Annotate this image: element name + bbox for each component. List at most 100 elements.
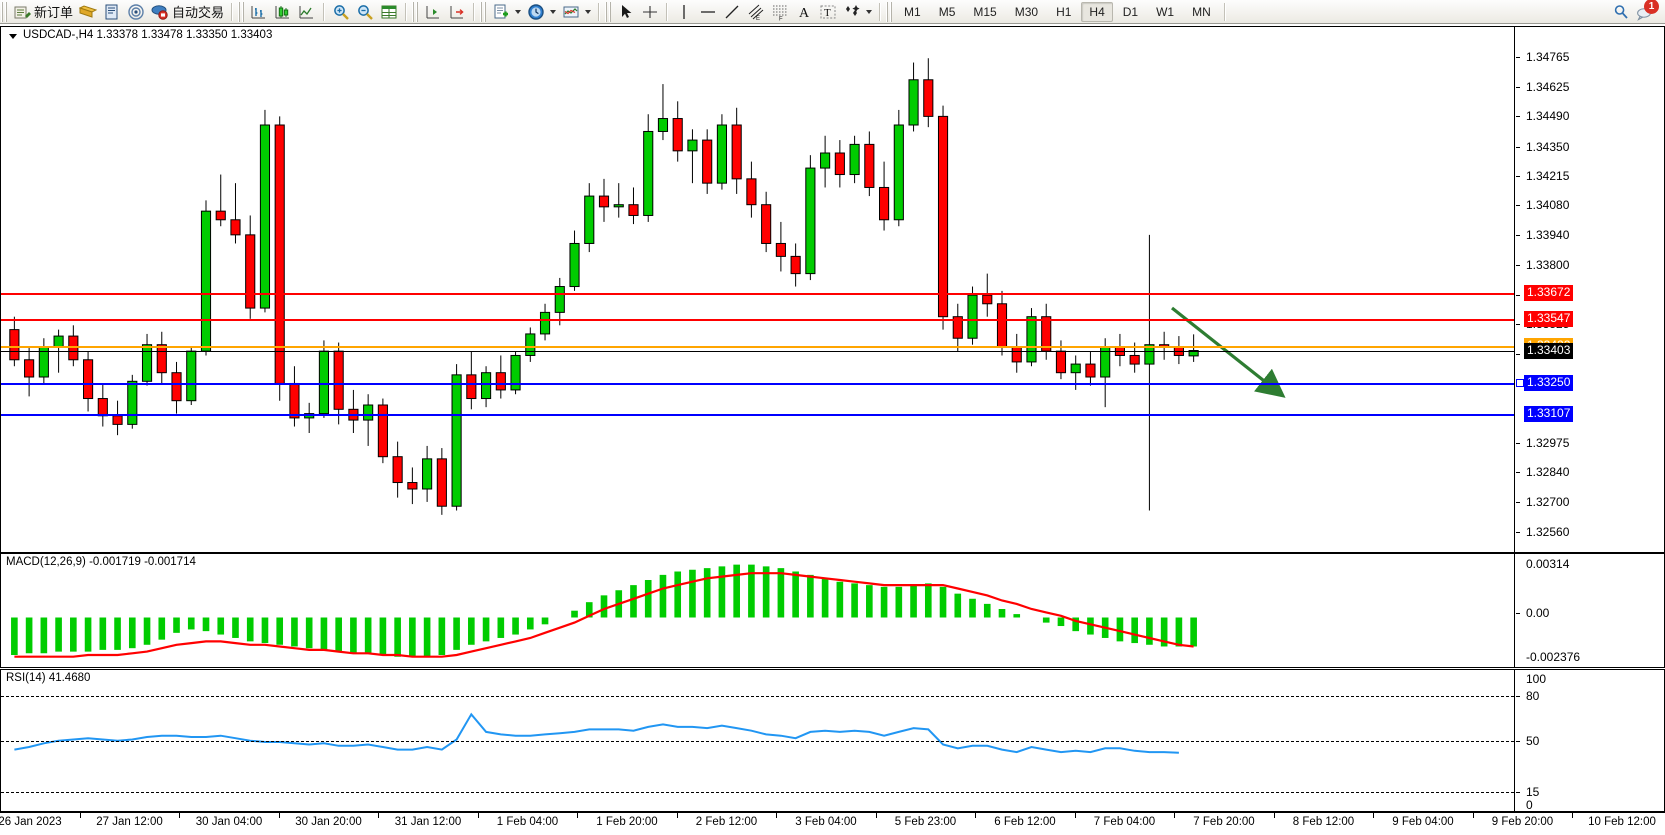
price-chart-panel[interactable]: USDCAD-,H4 1.33378 1.33478 1.33350 1.334… [0, 26, 1665, 553]
level-line-current-price[interactable] [1, 350, 1517, 352]
chart-menu-caret-icon[interactable] [9, 34, 17, 39]
toolbar-grip-2[interactable] [238, 1, 246, 22]
rsi-level-50 [1, 741, 1514, 742]
level-line-resistance-2[interactable] [1, 319, 1517, 322]
main-toolbar: 新订单 [0, 0, 1665, 24]
level-line-pivot[interactable] [1, 346, 1517, 349]
level-line-support-2[interactable] [1, 414, 1517, 417]
fibonacci-button[interactable]: F [768, 1, 792, 23]
expert-advisor-button[interactable]: 自动交易 [148, 1, 227, 23]
new-order-button[interactable]: 新订单 [10, 1, 76, 23]
rsi-axis[interactable]: 100 80 50 15 0 [1514, 670, 1664, 812]
timeframe-mn[interactable]: MN [1192, 4, 1211, 19]
toolbar-grip-4[interactable] [480, 1, 488, 22]
folder-icon [78, 3, 98, 21]
macd-tick-max: 0.00314 [1526, 557, 1570, 571]
line-chart-button[interactable] [295, 1, 319, 23]
level-tag-resistance-2[interactable]: 1.33547 [1524, 311, 1574, 328]
macd-axis[interactable]: 0.00314 0.00 -0.002376 [1514, 554, 1664, 667]
level-line-resistance-1[interactable] [1, 292, 1517, 295]
price-tick-14: 1.32560 [1515, 525, 1569, 539]
text-label-icon: A [795, 3, 813, 21]
time-tick-2 [179, 813, 181, 818]
crosshair-button[interactable] [638, 1, 662, 23]
vertical-line-icon [675, 3, 693, 21]
text-icon: T [819, 3, 837, 21]
time-axis[interactable]: 26 Jan 2023 27 Jan 12:00 30 Jan 04:00 30 Ja… [0, 812, 1665, 835]
text-button[interactable]: T [816, 1, 840, 23]
trendline-button[interactable] [720, 1, 744, 23]
timeframe-m30[interactable]: M30 [1014, 4, 1039, 19]
time-tick-13 [1273, 813, 1275, 818]
time-tick-11 [1074, 813, 1076, 818]
expert-advisor-icon [151, 3, 169, 21]
timeframe-h4[interactable]: H4 [1081, 1, 1113, 22]
chevron-down-icon-3[interactable] [585, 9, 592, 14]
text-label-button[interactable]: A [792, 1, 816, 23]
chart-shift-button[interactable] [421, 1, 445, 23]
candlestick-chart-button[interactable] [271, 1, 295, 23]
time-label-12: 7 Feb 20:00 [1193, 816, 1255, 828]
level-line-support-1[interactable] [1, 383, 1517, 386]
level-tag-support-1[interactable]: 1.33250 [1524, 375, 1574, 392]
time-label-8: 3 Feb 04:00 [795, 816, 857, 828]
crosshair-icon [641, 3, 659, 21]
toolbar-grip[interactable] [1, 1, 8, 22]
macd-panel[interactable]: MACD(12,26,9) -0.001719 -0.001714 0.0031… [0, 553, 1665, 668]
level-tag-current-price[interactable]: 1.33403 [1524, 342, 1574, 359]
toolbar-grip-5[interactable] [605, 1, 613, 22]
toolbar-grip-3[interactable] [412, 1, 420, 22]
line-chart-icon [298, 3, 316, 21]
horizontal-line-button[interactable] [696, 1, 720, 23]
templates-button[interactable] [489, 1, 524, 23]
svg-text:A: A [799, 6, 810, 21]
indicators-button[interactable] [559, 1, 594, 23]
data-window-icon [380, 3, 398, 21]
level-tag-resistance-1[interactable]: 1.33672 [1524, 284, 1574, 301]
equidistant-channel-button[interactable]: E [744, 1, 768, 23]
rsi-panel[interactable]: RSI(14) 41.4680 100 80 50 15 0 [0, 669, 1665, 812]
zoom-out-button[interactable] [353, 1, 377, 23]
signals-button[interactable] [124, 1, 148, 23]
chevron-down-icon[interactable] [515, 9, 522, 14]
timeframe-h1[interactable]: H1 [1056, 4, 1072, 19]
timeframe-m15[interactable]: M15 [973, 4, 997, 19]
level-handle-support-1[interactable] [1516, 379, 1524, 388]
time-tick-6 [577, 813, 579, 818]
auto-scroll-button[interactable] [445, 1, 469, 23]
search-button[interactable] [1609, 1, 1633, 23]
time-label-15: 9 Feb 20:00 [1491, 816, 1554, 828]
cursor-button[interactable] [614, 1, 638, 23]
cursor-icon [617, 3, 635, 21]
chevron-down-icon-2[interactable] [550, 9, 557, 14]
zoom-in-icon [332, 3, 350, 21]
price-axis[interactable]: 1.34765 1.34625 1.34490 1.34350 1.34215 1.340… [1514, 27, 1664, 552]
alerts-button[interactable]: 1 [1633, 0, 1659, 23]
time-label-11: 7 Feb 04:00 [1093, 816, 1156, 828]
time-tick-5 [477, 813, 479, 818]
periods-button[interactable] [524, 1, 559, 23]
timeframe-w1[interactable]: W1 [1156, 4, 1175, 19]
svg-text:F: F [779, 16, 783, 21]
folder-button[interactable] [76, 1, 100, 23]
timeframe-d1[interactable]: D1 [1122, 4, 1139, 19]
market-book-button[interactable] [100, 1, 124, 23]
data-window-button[interactable] [377, 1, 401, 23]
vertical-line-button[interactable] [672, 1, 696, 23]
level-tag-support-2[interactable]: 1.33107 [1524, 406, 1574, 423]
search-icon [1612, 3, 1630, 21]
price-tick-5: 1.34080 [1515, 198, 1569, 212]
timeframe-m1[interactable]: M1 [904, 4, 921, 19]
time-label-2: 30 Jan 04:00 [195, 816, 263, 828]
trendline-icon [723, 3, 741, 21]
bar-chart-button[interactable] [247, 1, 271, 23]
timeframe-m5[interactable]: M5 [938, 4, 956, 19]
time-tick-8 [776, 813, 778, 818]
toolbar-grip-6[interactable] [886, 1, 894, 22]
chevron-down-icon-4[interactable] [866, 9, 873, 14]
shapes-button[interactable] [840, 1, 875, 23]
rsi-tick-80: 80 [1515, 689, 1539, 703]
zoom-in-button[interactable] [329, 1, 353, 23]
price-tick-7: 1.33800 [1515, 258, 1569, 272]
